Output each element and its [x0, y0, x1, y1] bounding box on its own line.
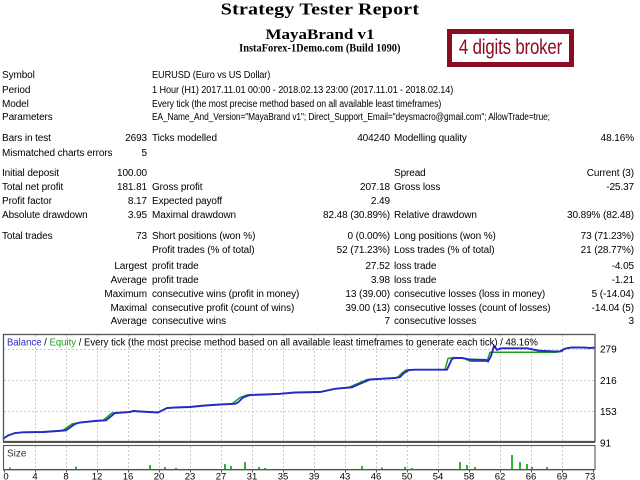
svg-text:20: 20 [154, 472, 165, 480]
svg-text:0: 0 [3, 472, 8, 480]
svg-text:8: 8 [63, 472, 68, 480]
svg-text:23: 23 [185, 472, 196, 480]
svg-text:4: 4 [32, 472, 37, 480]
svg-text:35: 35 [278, 472, 289, 480]
svg-text:58: 58 [464, 472, 475, 480]
svg-text:43: 43 [340, 472, 351, 480]
svg-text:Balance / Equity / Every tick: Balance / Equity / Every tick (the most … [7, 337, 538, 348]
svg-text:69: 69 [557, 472, 568, 480]
svg-text:54: 54 [433, 472, 444, 480]
svg-text:62: 62 [495, 472, 506, 480]
svg-text:216: 216 [600, 376, 617, 387]
svg-text:50: 50 [402, 472, 413, 480]
svg-text:Size: Size [7, 449, 27, 460]
svg-text:66: 66 [526, 472, 537, 480]
svg-text:12: 12 [92, 472, 103, 480]
svg-text:27: 27 [216, 472, 227, 480]
svg-text:46: 46 [371, 472, 382, 480]
svg-text:16: 16 [123, 472, 134, 480]
svg-text:153: 153 [600, 407, 617, 418]
svg-text:73: 73 [585, 472, 596, 480]
svg-text:31: 31 [247, 472, 258, 480]
svg-text:279: 279 [600, 345, 617, 356]
svg-text:39: 39 [309, 472, 320, 480]
svg-text:91: 91 [600, 439, 612, 450]
